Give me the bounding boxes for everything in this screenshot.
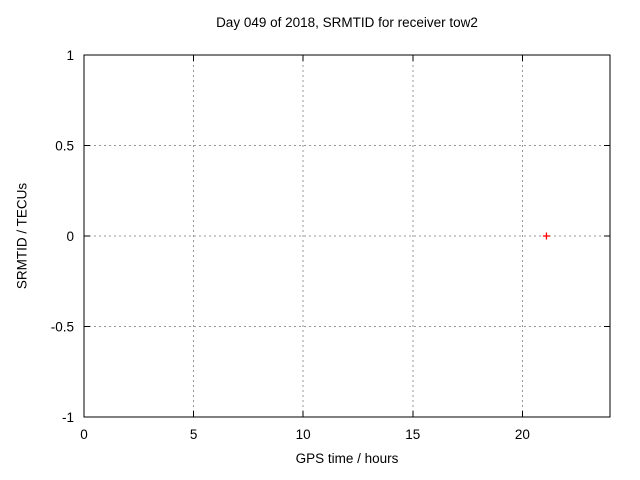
x-tick-label: 10 bbox=[296, 427, 311, 442]
chart-title: Day 049 of 2018, SRMTID for receiver tow… bbox=[216, 15, 478, 30]
x-tick-label: 20 bbox=[515, 427, 530, 442]
y-tick-label: 0 bbox=[66, 229, 74, 244]
plot-border bbox=[83, 54, 611, 418]
x-tick-label: 5 bbox=[190, 427, 198, 442]
y-tick-label: 0.5 bbox=[55, 139, 74, 154]
x-tick-label: 15 bbox=[405, 427, 420, 442]
y-tick-label: 1 bbox=[66, 48, 74, 63]
y-tick-label: -1 bbox=[62, 410, 74, 425]
y-tick-label: -0.5 bbox=[51, 320, 74, 335]
x-axis-title: GPS time / hours bbox=[295, 451, 399, 466]
x-tick-label: 0 bbox=[80, 427, 88, 442]
